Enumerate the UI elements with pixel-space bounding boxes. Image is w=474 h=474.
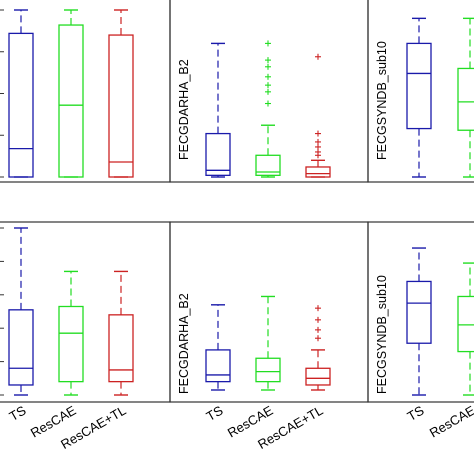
outlier-marker [265, 40, 271, 47]
outlier-marker [265, 88, 271, 95]
y-axis-label: FECGDARHA_B2 [177, 59, 191, 160]
box-ts [8, 9, 34, 178]
outlier-marker [265, 63, 271, 70]
outlier-marker [265, 82, 271, 89]
outlier-marker [315, 335, 321, 342]
outlier-marker [315, 305, 321, 312]
outlier-marker [265, 57, 271, 64]
box-ts [205, 304, 231, 391]
box-body [255, 154, 281, 176]
outlier-marker [265, 73, 271, 80]
box-rescae [457, 17, 474, 178]
panel-frame [367, 221, 474, 403]
box-body [108, 34, 134, 178]
panel-3: FECGSYNDB_sub10 [367, 0, 474, 183]
panel-6: FECGSYNDB_sub10 TS ResCAE [367, 221, 474, 441]
box-rescae [255, 40, 281, 178]
box-body [305, 166, 331, 178]
x-tick-label: TS [405, 402, 427, 423]
box-rescae-tl [305, 53, 331, 178]
box-body [406, 280, 432, 344]
panel-frame [367, 0, 474, 183]
outlier-marker [315, 326, 321, 333]
box-ts [406, 17, 432, 178]
box-body [205, 132, 231, 176]
outlier-marker [315, 130, 321, 137]
box-body [406, 42, 432, 130]
x-tick-label: TS [7, 402, 29, 423]
x-tick-label: TS [204, 402, 226, 423]
box-ts [205, 42, 231, 178]
y-axis-label: FECGDARHA_B2 [177, 293, 191, 394]
outlier-marker [315, 143, 321, 150]
box-body [457, 67, 474, 131]
box-ts [8, 227, 34, 396]
box-rescae-tl [305, 305, 331, 391]
panel-frame [169, 221, 369, 403]
box-rescae [58, 270, 84, 396]
box-body [8, 32, 34, 178]
box-body [58, 305, 84, 383]
box-body [8, 309, 34, 386]
panel-2: FECGDARHA_B2 [169, 0, 369, 183]
box-body [205, 349, 231, 383]
box-body [457, 295, 474, 353]
box-rescae [457, 262, 474, 396]
box-body [58, 24, 84, 178]
box-body [108, 314, 134, 383]
box-body [255, 357, 281, 383]
outlier-marker [315, 138, 321, 145]
box-rescae [255, 295, 281, 391]
box-body [305, 367, 331, 386]
panel-1 [0, 0, 171, 183]
box-rescae-tl [108, 270, 134, 396]
panel-frame [0, 0, 171, 183]
y-axis-label: FECGSYNDB_sub10 [375, 41, 389, 160]
panel-frame [0, 221, 171, 403]
box-rescae-tl [108, 9, 134, 178]
outlier-marker [265, 100, 271, 107]
outlier-marker [315, 53, 321, 60]
box-ts [406, 247, 432, 396]
box-rescae [58, 9, 84, 178]
outlier-marker [315, 148, 321, 155]
x-tick-label: ResCAE [427, 402, 474, 440]
outlier-marker [315, 316, 321, 323]
y-axis-label: FECGSYNDB_sub10 [375, 275, 389, 394]
